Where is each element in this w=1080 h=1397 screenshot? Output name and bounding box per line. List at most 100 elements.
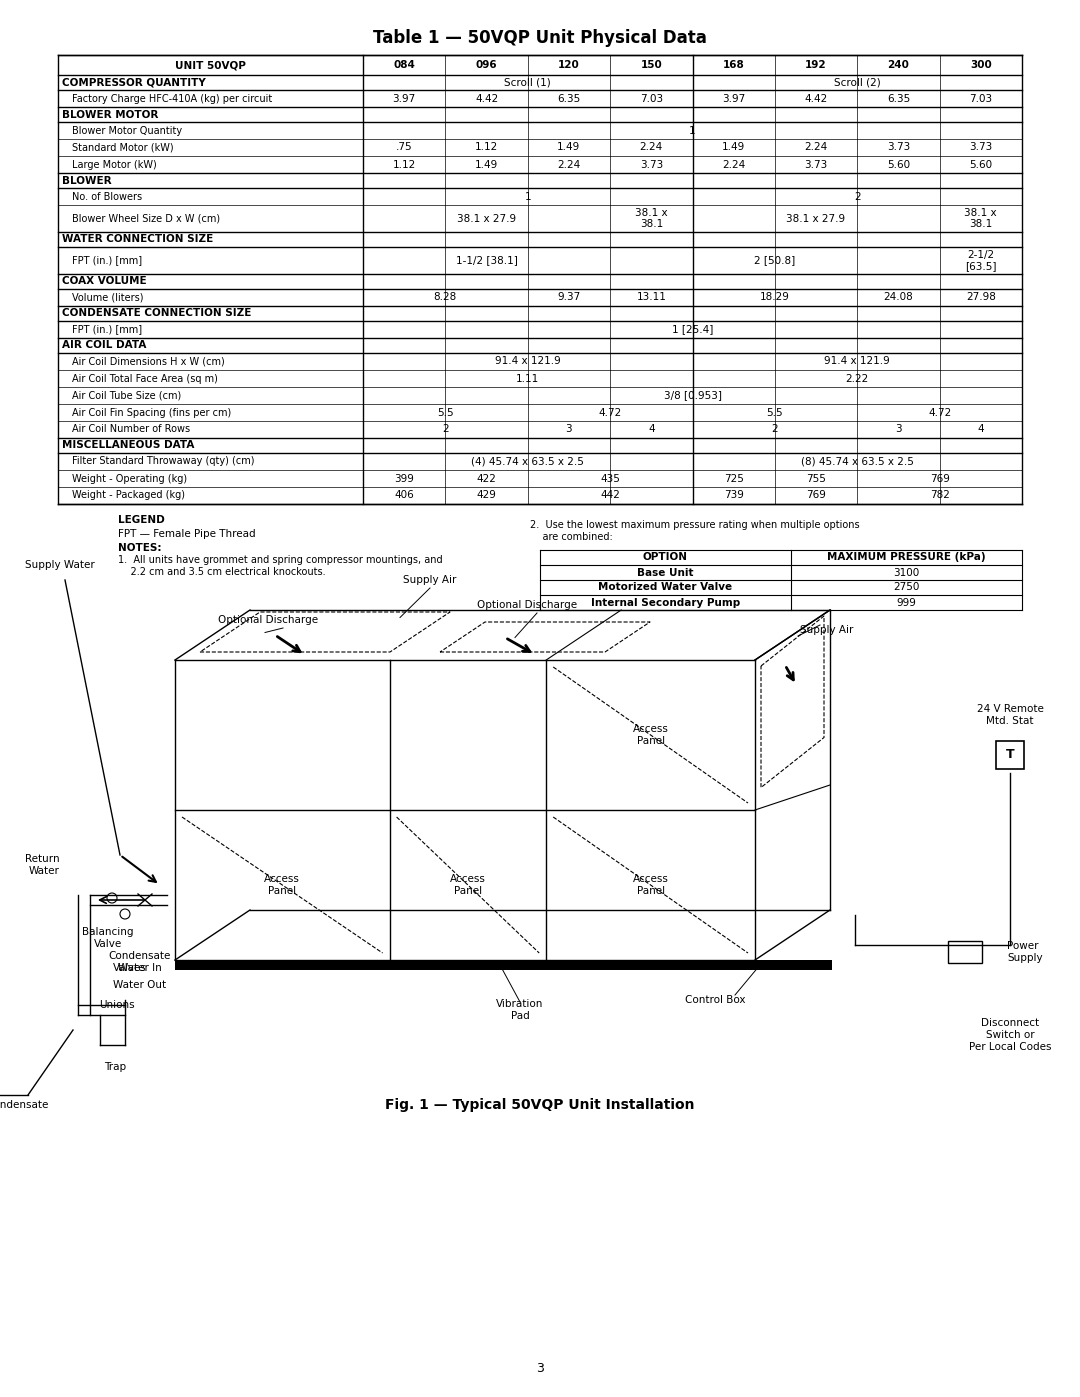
- Text: 2 [50.8]: 2 [50.8]: [754, 256, 796, 265]
- Text: 3: 3: [536, 1362, 544, 1375]
- Text: 4.72: 4.72: [928, 408, 951, 418]
- Text: Blower Wheel Size D x W (cm): Blower Wheel Size D x W (cm): [72, 214, 220, 224]
- Text: 1.49: 1.49: [475, 159, 498, 169]
- Text: 192: 192: [806, 60, 827, 70]
- Text: Vibration
Pad: Vibration Pad: [497, 999, 543, 1021]
- Text: 999: 999: [896, 598, 916, 608]
- Text: 2.  Use the lowest maximum pressure rating when multiple options
    are combine: 2. Use the lowest maximum pressure ratin…: [530, 520, 860, 542]
- Text: 5.60: 5.60: [969, 159, 993, 169]
- Text: Scroll (2): Scroll (2): [834, 77, 880, 88]
- Text: Air Coil Fin Spacing (fins per cm): Air Coil Fin Spacing (fins per cm): [72, 408, 231, 418]
- Text: Table 1 — 50VQP Unit Physical Data: Table 1 — 50VQP Unit Physical Data: [373, 29, 707, 47]
- Text: Power
Supply: Power Supply: [1007, 942, 1042, 963]
- Text: (8) 45.74 x 63.5 x 2.5: (8) 45.74 x 63.5 x 2.5: [800, 457, 914, 467]
- Text: 38.1 x
38.1: 38.1 x 38.1: [964, 208, 997, 229]
- Text: 3: 3: [566, 425, 572, 434]
- Text: Water Out: Water Out: [113, 981, 166, 990]
- Text: 91.4 x 121.9: 91.4 x 121.9: [495, 356, 561, 366]
- Text: 38.1 x 27.9: 38.1 x 27.9: [786, 214, 846, 224]
- Text: 1.12: 1.12: [475, 142, 498, 152]
- Text: Scroll (1): Scroll (1): [504, 77, 551, 88]
- Text: 3.73: 3.73: [887, 142, 910, 152]
- Text: (4) 45.74 x 63.5 x 2.5: (4) 45.74 x 63.5 x 2.5: [471, 457, 584, 467]
- Text: BLOWER: BLOWER: [62, 176, 111, 186]
- Text: Weight - Packaged (kg): Weight - Packaged (kg): [72, 490, 185, 500]
- Text: Control Box: Control Box: [685, 995, 745, 1004]
- Text: Filter Standard Throwaway (qty) (cm): Filter Standard Throwaway (qty) (cm): [72, 457, 255, 467]
- Text: Return
Water: Return Water: [25, 854, 60, 876]
- Text: MAXIMUM PRESSURE (kPa): MAXIMUM PRESSURE (kPa): [827, 552, 986, 563]
- Text: COMPRESSOR QUANTITY: COMPRESSOR QUANTITY: [62, 77, 206, 88]
- Text: FPT (in.) [mm]: FPT (in.) [mm]: [72, 256, 143, 265]
- Text: 769: 769: [930, 474, 949, 483]
- Text: 5.60: 5.60: [887, 159, 910, 169]
- Text: 429: 429: [476, 490, 497, 500]
- Text: 1 [25.4]: 1 [25.4]: [672, 324, 713, 334]
- Text: Access
Panel: Access Panel: [265, 875, 300, 895]
- Text: 422: 422: [476, 474, 497, 483]
- Text: 4.42: 4.42: [475, 94, 498, 103]
- FancyBboxPatch shape: [996, 740, 1024, 768]
- Text: Access
Panel: Access Panel: [633, 724, 669, 746]
- Text: 300: 300: [970, 60, 991, 70]
- Text: 406: 406: [394, 490, 414, 500]
- Text: Base Unit: Base Unit: [637, 567, 693, 577]
- Text: FPT — Female Pipe Thread: FPT — Female Pipe Thread: [118, 529, 256, 539]
- Text: UNIT 50VQP: UNIT 50VQP: [175, 60, 246, 70]
- Text: 2: 2: [771, 425, 779, 434]
- Text: Trap: Trap: [104, 1062, 126, 1071]
- Text: MISCELLANEOUS DATA: MISCELLANEOUS DATA: [62, 440, 194, 450]
- Text: 6.35: 6.35: [557, 94, 581, 103]
- Text: 168: 168: [723, 60, 744, 70]
- Text: 27.98: 27.98: [966, 292, 996, 303]
- Text: FPT (in.) [mm]: FPT (in.) [mm]: [72, 324, 143, 334]
- Text: Blower Motor Quantity: Blower Motor Quantity: [72, 126, 183, 136]
- Text: OPTION: OPTION: [643, 552, 688, 563]
- Text: Air Coil Total Face Area (sq m): Air Coil Total Face Area (sq m): [72, 373, 218, 384]
- Text: Air Coil Tube Size (cm): Air Coil Tube Size (cm): [72, 391, 181, 401]
- Text: Optional Discharge: Optional Discharge: [477, 599, 577, 610]
- Text: Weight - Operating (kg): Weight - Operating (kg): [72, 474, 187, 483]
- Text: 4: 4: [648, 425, 654, 434]
- Text: Volume (liters): Volume (liters): [72, 292, 144, 303]
- FancyBboxPatch shape: [948, 942, 982, 963]
- Text: Internal Secondary Pump: Internal Secondary Pump: [591, 598, 740, 608]
- Text: LEGEND: LEGEND: [118, 515, 165, 525]
- Text: Disconnect
Switch or
Per Local Codes: Disconnect Switch or Per Local Codes: [969, 1018, 1051, 1052]
- Text: 3.73: 3.73: [969, 142, 993, 152]
- Text: 725: 725: [724, 474, 744, 483]
- Text: 4.72: 4.72: [598, 408, 622, 418]
- Text: 442: 442: [600, 490, 620, 500]
- Text: 38.1 x 27.9: 38.1 x 27.9: [457, 214, 516, 224]
- Text: 1-1/2 [38.1]: 1-1/2 [38.1]: [456, 256, 517, 265]
- Text: 1.12: 1.12: [392, 159, 416, 169]
- Text: Supply Water: Supply Water: [25, 560, 95, 570]
- Text: Motorized Water Valve: Motorized Water Valve: [598, 583, 732, 592]
- Text: 5.5: 5.5: [767, 408, 783, 418]
- Text: 120: 120: [558, 60, 580, 70]
- Text: 1.49: 1.49: [723, 142, 745, 152]
- Text: 3: 3: [895, 425, 902, 434]
- Text: 3100: 3100: [893, 567, 919, 577]
- Text: Large Motor (kW): Large Motor (kW): [72, 159, 157, 169]
- Text: 096: 096: [476, 60, 498, 70]
- Text: 9.37: 9.37: [557, 292, 581, 303]
- Text: Condensate: Condensate: [0, 1099, 50, 1111]
- Text: 4: 4: [977, 425, 984, 434]
- Text: 3.73: 3.73: [805, 159, 827, 169]
- Text: 2.24: 2.24: [805, 142, 827, 152]
- Text: COAX VOLUME: COAX VOLUME: [62, 277, 147, 286]
- Text: T: T: [1005, 749, 1014, 761]
- Text: CONDENSATE CONNECTION SIZE: CONDENSATE CONNECTION SIZE: [62, 309, 252, 319]
- Text: 1: 1: [525, 191, 531, 201]
- Text: Supply Air: Supply Air: [800, 624, 853, 636]
- Text: 1: 1: [689, 126, 696, 136]
- Text: Condensate
Water In: Condensate Water In: [109, 951, 172, 972]
- Text: 435: 435: [600, 474, 620, 483]
- Text: 1.  All units have grommet and spring compressor mountings, and
    2.2 cm and 3: 1. All units have grommet and spring com…: [118, 555, 443, 577]
- Text: .75: .75: [396, 142, 413, 152]
- Text: Optional Discharge: Optional Discharge: [218, 615, 319, 624]
- Text: NOTES:: NOTES:: [118, 543, 162, 553]
- Text: 2: 2: [854, 191, 861, 201]
- Text: 7.03: 7.03: [969, 94, 993, 103]
